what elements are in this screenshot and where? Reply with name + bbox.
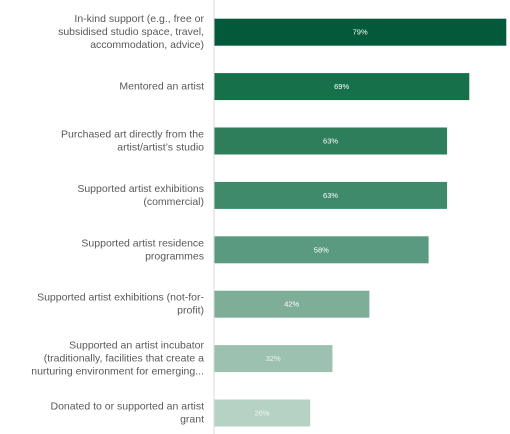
value-label-2: 69%	[334, 82, 349, 91]
category-labels: In-kind support (e.g., free or subsidised…	[31, 13, 204, 425]
category-label-line: programmes	[145, 250, 204, 262]
value-label-3: 63%	[323, 137, 338, 146]
category-label-line: accommodation, advice)	[90, 39, 204, 51]
value-label-6: 42%	[284, 300, 299, 309]
category-label-line: (traditionally, facilities that create a	[44, 353, 204, 365]
category-label-5: Supported artist residence programmes	[81, 237, 204, 262]
category-label-2: Mentored an artist	[119, 81, 204, 93]
category-label-line: (commercial)	[143, 196, 204, 208]
bar-4	[214, 181, 448, 209]
category-label-line: artist/artist’s studio	[117, 142, 204, 154]
category-label-6: Supported artist exhibitions (not-for-pr…	[37, 292, 204, 317]
bar-8	[214, 399, 311, 427]
bar-1	[214, 18, 507, 46]
category-label-line: Supported artist exhibitions (not-for-	[37, 292, 204, 304]
value-label-4: 63%	[323, 191, 338, 200]
category-label-line: grant	[180, 414, 204, 426]
category-label-3: Purchased art directly from the artist/ar…	[61, 129, 204, 154]
value-label-5: 58%	[314, 245, 329, 254]
bar-2	[214, 73, 470, 101]
category-label-line: Supported artist residence	[81, 237, 204, 249]
category-label-line: nurturing environment for emerging...	[31, 366, 204, 378]
bar-6	[214, 290, 370, 318]
category-label-line: Donated to or supported an artist	[50, 401, 204, 413]
category-label-line: subsidised studio space, travel,	[58, 26, 204, 38]
category-label-line: Supported artist exhibitions	[77, 183, 204, 195]
bar-7	[214, 345, 333, 373]
bars	[214, 18, 507, 427]
category-label-1: In-kind support (e.g., free or subsidised…	[58, 13, 204, 51]
bar-5	[214, 236, 429, 264]
category-label-7: Supported an artist incubator (traditiona…	[31, 340, 204, 378]
value-label-1: 79%	[353, 28, 368, 37]
category-label-line: profit)	[177, 305, 204, 317]
value-label-7: 32%	[266, 354, 281, 363]
bar-3	[214, 127, 448, 155]
category-label-line: Supported an artist incubator	[69, 340, 204, 352]
category-label-4: Supported artist exhibitions (commercial)	[77, 183, 204, 208]
category-label-line: Purchased art directly from the	[61, 129, 204, 141]
category-label-8: Donated to or supported an artist grant	[50, 401, 204, 426]
category-label-line: In-kind support (e.g., free or	[74, 13, 204, 25]
value-label-8: 26%	[255, 409, 270, 418]
value-labels: 79% 69% 63% 63% 58% 42% 32% 26%	[255, 28, 368, 418]
category-label-line: Mentored an artist	[119, 81, 204, 93]
